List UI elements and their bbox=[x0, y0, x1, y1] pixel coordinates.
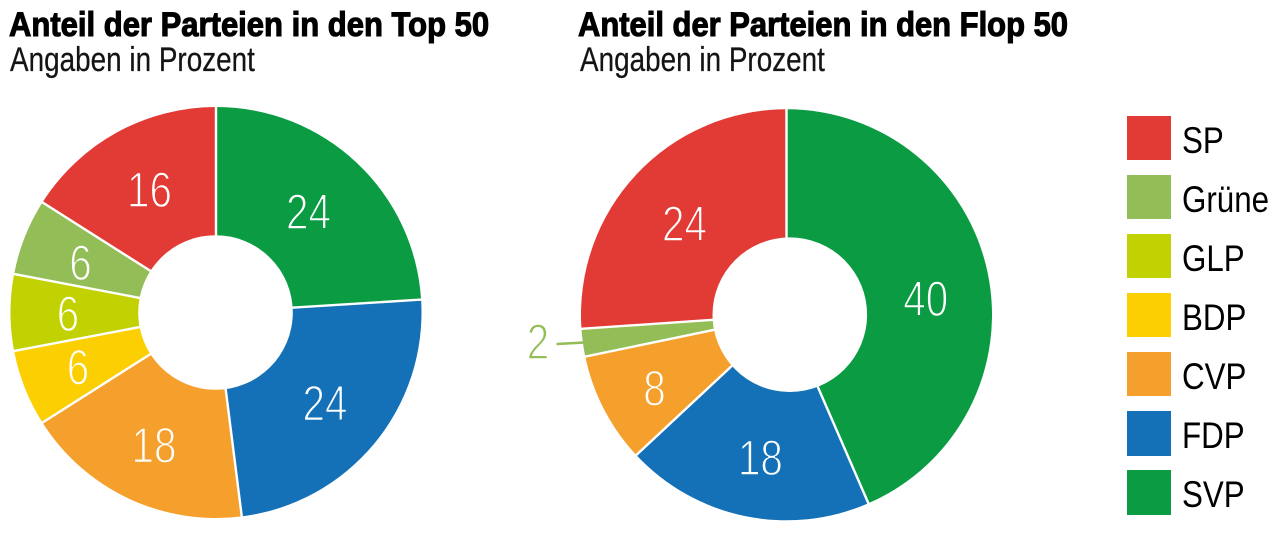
svg-text:18: 18 bbox=[738, 430, 783, 486]
svg-text:2: 2 bbox=[527, 314, 549, 370]
svg-text:24: 24 bbox=[286, 184, 331, 240]
svg-text:16: 16 bbox=[127, 162, 172, 218]
svg-text:40: 40 bbox=[903, 271, 948, 327]
svg-text:8: 8 bbox=[643, 360, 665, 416]
svg-text:24: 24 bbox=[303, 375, 348, 431]
svg-text:6: 6 bbox=[57, 286, 79, 342]
svg-text:6: 6 bbox=[69, 235, 91, 291]
svg-text:18: 18 bbox=[132, 417, 177, 473]
svg-text:6: 6 bbox=[67, 339, 89, 395]
svg-text:24: 24 bbox=[662, 196, 707, 252]
